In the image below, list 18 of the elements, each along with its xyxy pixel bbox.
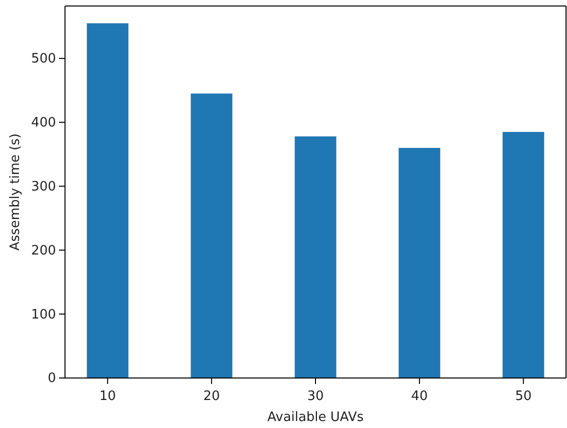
x-tick-label: 30 bbox=[307, 389, 324, 404]
bar bbox=[398, 148, 440, 378]
x-tick-label: 10 bbox=[99, 389, 116, 404]
y-tick-label: 200 bbox=[31, 243, 56, 258]
y-axis-title: Assembly time (s) bbox=[8, 133, 23, 251]
y-tick-label: 300 bbox=[31, 179, 56, 194]
bar bbox=[502, 132, 544, 378]
bar bbox=[294, 136, 336, 378]
x-tick-label: 40 bbox=[411, 389, 428, 404]
y-tick-label: 500 bbox=[31, 52, 56, 67]
x-axis-title: Available UAVs bbox=[267, 410, 364, 425]
x-tick-label: 50 bbox=[515, 389, 532, 404]
y-tick-label: 400 bbox=[31, 115, 56, 130]
y-tick-label: 0 bbox=[48, 371, 56, 386]
bar bbox=[190, 94, 232, 378]
y-tick-label: 100 bbox=[31, 307, 56, 322]
x-tick-label: 20 bbox=[203, 389, 220, 404]
bar bbox=[86, 23, 128, 378]
